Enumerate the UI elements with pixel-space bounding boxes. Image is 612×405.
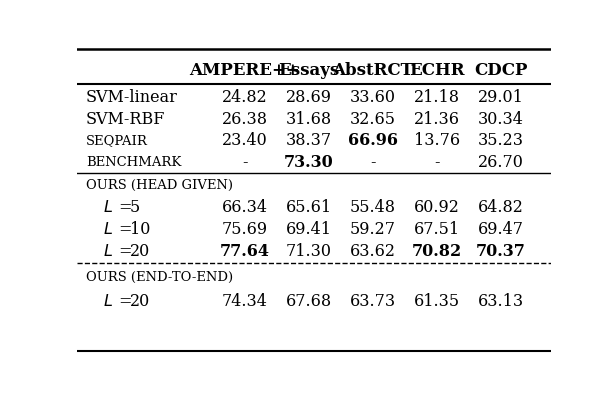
Text: 20: 20 <box>130 293 150 310</box>
Text: 13.76: 13.76 <box>414 132 460 149</box>
Text: 66.96: 66.96 <box>348 132 398 149</box>
Text: 63.73: 63.73 <box>350 293 396 310</box>
Text: 35.23: 35.23 <box>478 132 524 149</box>
Text: 71.30: 71.30 <box>286 242 332 259</box>
Text: 21.18: 21.18 <box>414 88 460 105</box>
Text: 70.82: 70.82 <box>412 242 462 259</box>
Text: 69.41: 69.41 <box>286 220 332 237</box>
Text: 29.01: 29.01 <box>478 88 524 105</box>
Text: -: - <box>242 154 248 171</box>
Text: 67.51: 67.51 <box>414 220 460 237</box>
Text: 63.13: 63.13 <box>478 293 524 310</box>
Text: $L$: $L$ <box>103 220 113 237</box>
Text: AbstRCT: AbstRCT <box>332 62 413 79</box>
Text: 38.37: 38.37 <box>286 132 332 149</box>
Text: $L$: $L$ <box>103 198 113 215</box>
Text: SEQPAIR: SEQPAIR <box>86 134 148 147</box>
Text: 74.34: 74.34 <box>222 293 268 310</box>
Text: =: = <box>118 242 132 259</box>
Text: 63.62: 63.62 <box>350 242 396 259</box>
Text: Essays: Essays <box>278 62 340 79</box>
Text: 26.38: 26.38 <box>222 110 268 127</box>
Text: -: - <box>370 154 376 171</box>
Text: 65.61: 65.61 <box>286 198 332 215</box>
Text: =: = <box>118 293 132 310</box>
Text: =: = <box>118 220 132 237</box>
Text: 23.40: 23.40 <box>222 132 268 149</box>
Text: OURS (HEAD GIVEN): OURS (HEAD GIVEN) <box>86 179 233 192</box>
Text: 64.82: 64.82 <box>478 198 524 215</box>
Text: 28.69: 28.69 <box>286 88 332 105</box>
Text: 5: 5 <box>130 198 140 215</box>
Text: SVM-RBF: SVM-RBF <box>86 110 165 127</box>
Text: 67.68: 67.68 <box>286 293 332 310</box>
Text: SVM-linear: SVM-linear <box>86 88 178 105</box>
Text: BENCHMARK: BENCHMARK <box>86 156 181 169</box>
Text: AMPERE++: AMPERE++ <box>190 62 300 79</box>
Text: $L$: $L$ <box>103 293 113 310</box>
Text: 32.65: 32.65 <box>350 110 396 127</box>
Text: 73.30: 73.30 <box>284 154 334 171</box>
Text: 33.60: 33.60 <box>350 88 396 105</box>
Text: 26.70: 26.70 <box>478 154 524 171</box>
Text: CDCP: CDCP <box>474 62 528 79</box>
Text: 66.34: 66.34 <box>222 198 268 215</box>
Text: 31.68: 31.68 <box>286 110 332 127</box>
Text: 55.48: 55.48 <box>350 198 396 215</box>
Text: 77.64: 77.64 <box>220 242 270 259</box>
Text: 30.34: 30.34 <box>478 110 524 127</box>
Text: 59.27: 59.27 <box>350 220 396 237</box>
Text: ECHR: ECHR <box>409 62 465 79</box>
Text: 24.82: 24.82 <box>222 88 268 105</box>
Text: 69.47: 69.47 <box>478 220 524 237</box>
Text: -: - <box>435 154 439 171</box>
Text: =: = <box>118 198 132 215</box>
Text: OURS (END-TO-END): OURS (END-TO-END) <box>86 271 233 284</box>
Text: $L$: $L$ <box>103 242 113 259</box>
Text: 61.35: 61.35 <box>414 293 460 310</box>
Text: 20: 20 <box>130 242 150 259</box>
Text: 10: 10 <box>130 220 150 237</box>
Text: 60.92: 60.92 <box>414 198 460 215</box>
Text: 21.36: 21.36 <box>414 110 460 127</box>
Text: 70.37: 70.37 <box>476 242 526 259</box>
Text: 75.69: 75.69 <box>222 220 268 237</box>
